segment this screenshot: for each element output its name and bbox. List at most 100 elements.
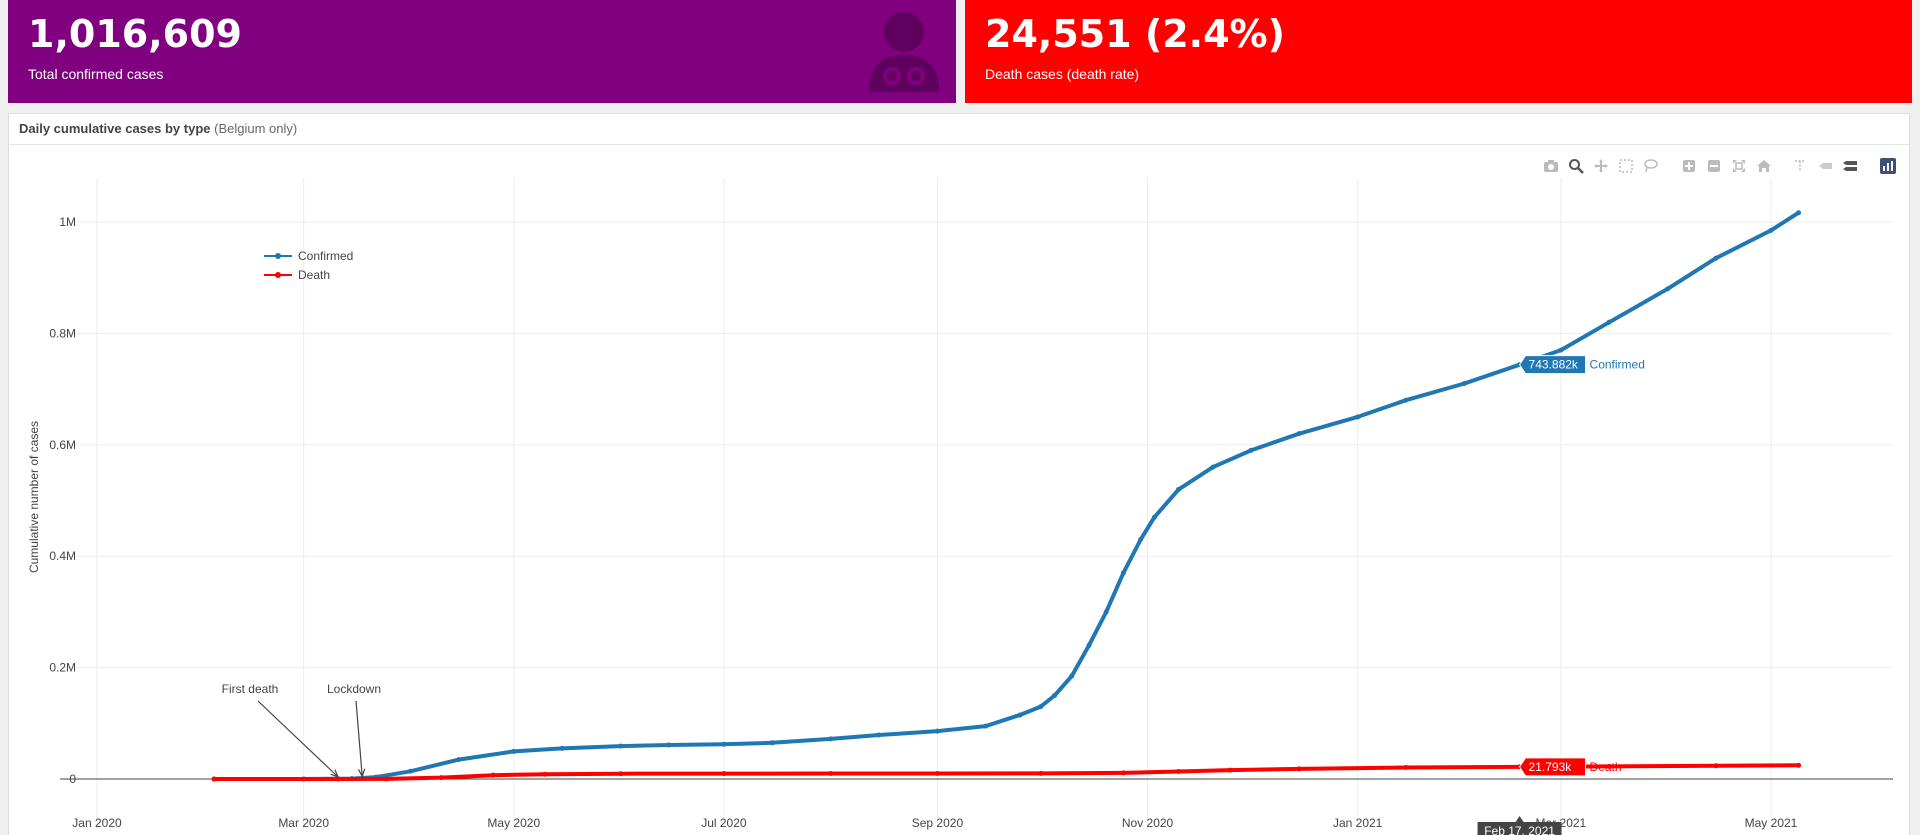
annotation-arrowhead [330, 769, 340, 779]
x-tick-label: Sep 2020 [912, 816, 964, 830]
data-point-death [1796, 762, 1802, 768]
data-point-confirmed [1103, 609, 1109, 615]
data-point-confirmed [1210, 464, 1216, 470]
data-point-death [721, 771, 727, 777]
data-point-confirmed [1038, 704, 1044, 710]
death-cases-value: 24,551 (2.4%) [985, 12, 1285, 56]
data-point-confirmed [1796, 210, 1802, 216]
annotation-arrow [355, 700, 363, 777]
data-point-death [1176, 768, 1182, 774]
data-point-death [934, 770, 940, 776]
data-point-confirmed [1120, 570, 1126, 576]
data-point-death [1038, 770, 1044, 776]
chart-panel-header: Daily cumulative cases by type (Belgium … [9, 114, 1909, 145]
data-point-confirmed [1606, 319, 1612, 325]
data-point-death [1403, 765, 1409, 771]
data-point-confirmed [559, 745, 565, 751]
hover-closest-icon[interactable] [1815, 156, 1835, 176]
hover-label-box [1518, 355, 1587, 375]
legend-marker-death[interactable] [275, 272, 281, 278]
data-point-death [1606, 763, 1612, 769]
data-point-confirmed [1768, 227, 1774, 233]
data-point-confirmed [456, 757, 462, 763]
chart-panel-subtitle: (Belgium only) [214, 121, 298, 136]
autoscale-icon[interactable] [1729, 156, 1749, 176]
x-tick-label: Mar 2020 [278, 816, 329, 830]
plot-modebar [1541, 156, 1898, 176]
data-point-confirmed [1069, 673, 1075, 679]
camera-icon[interactable] [1541, 156, 1561, 176]
chart-panel-title: Daily cumulative cases by type [19, 121, 211, 136]
data-point-death [1296, 766, 1302, 772]
zoom-out-icon[interactable] [1704, 156, 1724, 176]
x-tick-label: May 2021 [1745, 816, 1798, 830]
y-axis-title: Cumulative number of cases [27, 421, 41, 573]
hover-label-value: 21.793k [1529, 760, 1573, 774]
data-point-confirmed [828, 736, 834, 742]
data-point-death [438, 775, 444, 781]
data-point-death [383, 776, 389, 782]
data-point-confirmed [1461, 381, 1467, 387]
reset-axes-icon[interactable] [1754, 156, 1774, 176]
data-point-death [1227, 767, 1233, 773]
data-point-confirmed [1665, 286, 1671, 292]
y-tick-label: 0.6M [49, 438, 76, 452]
data-point-confirmed [1138, 536, 1144, 542]
death-cases-label: Death cases (death rate) [985, 66, 1140, 82]
data-point-confirmed [1713, 255, 1719, 261]
data-point-death [542, 771, 548, 777]
y-tick-label: 0.8M [49, 326, 76, 340]
annotation-arrow [257, 700, 339, 778]
doctor-icon [867, 10, 941, 97]
data-point-death [490, 772, 496, 778]
hover-label-box [1518, 757, 1587, 777]
hover-label-value: 743.882k [1529, 358, 1579, 372]
legend-marker-confirmed[interactable] [275, 253, 281, 259]
data-point-confirmed [721, 741, 727, 747]
data-point-death [1120, 770, 1126, 776]
data-point-confirmed [1151, 514, 1157, 520]
data-point-confirmed [876, 732, 882, 738]
data-point-confirmed [1403, 397, 1409, 403]
data-point-confirmed [407, 768, 413, 774]
spike-lines-icon[interactable] [1790, 156, 1810, 176]
data-point-death [211, 776, 217, 782]
x-tick-label: May 2020 [487, 816, 540, 830]
x-tick-label: Jul 2020 [701, 816, 747, 830]
confirmed-cases-label: Total confirmed cases [28, 66, 164, 82]
hover-compare-icon[interactable] [1840, 156, 1860, 176]
legend-label-confirmed: Confirmed [298, 249, 353, 263]
data-point-confirmed [666, 742, 672, 748]
hover-date-box [1477, 816, 1562, 835]
hover-date-label: Feb 17, 2021 [1484, 824, 1555, 835]
x-tick-label: Jan 2021 [1333, 816, 1383, 830]
annotation-label: Lockdown [327, 682, 381, 696]
annotation-label: First death [222, 682, 279, 696]
hover-label-series: Death [1590, 760, 1622, 774]
data-point-confirmed [983, 723, 989, 729]
pan-icon[interactable] [1591, 156, 1611, 176]
data-point-confirmed [1176, 486, 1182, 492]
plotly-logo-icon[interactable] [1878, 156, 1898, 176]
data-point-confirmed [1248, 447, 1254, 453]
data-point-death [335, 776, 341, 782]
zoom-in-icon[interactable] [1679, 156, 1699, 176]
box-select-icon[interactable] [1616, 156, 1636, 176]
data-point-confirmed [1296, 431, 1302, 437]
data-point-confirmed [769, 740, 775, 746]
x-tick-label: Nov 2020 [1122, 816, 1174, 830]
data-point-confirmed [1558, 347, 1564, 353]
lasso-icon[interactable] [1641, 156, 1661, 176]
zoom-icon[interactable] [1566, 156, 1586, 176]
data-point-death [828, 771, 834, 777]
confirmed-cases-box: 1,016,609 Total confirmed cases [8, 0, 956, 103]
y-tick-label: 0.2M [49, 661, 76, 675]
legend-label-death: Death [298, 268, 330, 282]
y-tick-label: 1M [59, 215, 76, 229]
annotation-arrowhead [357, 768, 366, 778]
y-tick-label: 0 [69, 772, 76, 786]
data-point-confirmed [1086, 642, 1092, 648]
x-tick-label: Jan 2020 [72, 816, 122, 830]
data-point-confirmed [934, 728, 940, 734]
